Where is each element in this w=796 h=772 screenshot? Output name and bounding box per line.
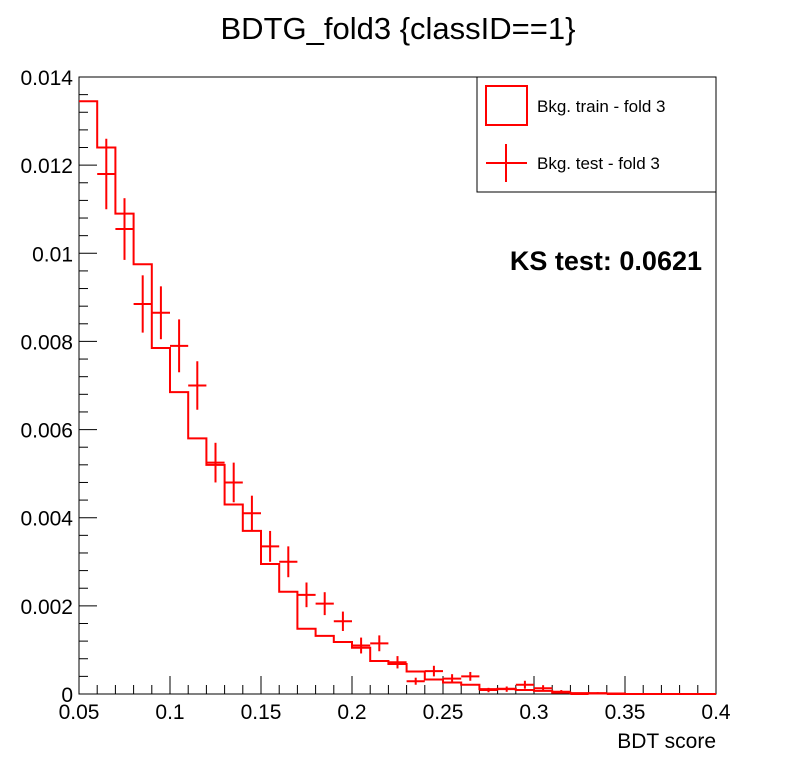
y-tick-label: 0.014 (20, 67, 73, 90)
test-point (133, 275, 152, 333)
chart-title: BDTG_fold3 {classID==1} (221, 11, 576, 46)
test-point (497, 686, 516, 692)
ks-test-annotation: KS test: 0.0621 (510, 246, 702, 276)
legend-box (476, 76, 717, 193)
test-point (352, 637, 371, 654)
y-tick-label: 0.004 (20, 508, 73, 531)
test-point (552, 690, 571, 694)
test-point (443, 674, 462, 683)
test-point (515, 680, 534, 689)
x-tick-label: 0.1 (155, 701, 184, 724)
x-axis-label: BDT score (617, 730, 716, 753)
x-tick-label: 0.25 (423, 701, 464, 724)
test-point (170, 319, 189, 373)
x-tick-label: 0.35 (605, 701, 646, 724)
train-step-line (79, 100, 716, 695)
test-point (534, 685, 553, 692)
test-point (297, 582, 316, 608)
x-tick-label: 0.2 (337, 701, 366, 724)
test-point (151, 286, 170, 340)
x-tick-label: 0.05 (59, 701, 100, 724)
test-point (479, 687, 498, 693)
test-point (242, 495, 261, 531)
test-point (406, 677, 425, 685)
x-tick-label: 0.3 (519, 701, 548, 724)
y-tick-label: 0.01 (32, 243, 73, 266)
test-point (315, 592, 334, 616)
test-point (279, 546, 298, 578)
legend-test-label: Bkg. test - fold 3 (537, 154, 660, 173)
legend-train-label: Bkg. train - fold 3 (537, 97, 666, 116)
y-tick-label: 0.008 (20, 331, 73, 354)
x-tick-label: 0.4 (701, 701, 731, 724)
test-point (261, 530, 280, 562)
x-tick-label: 0.15 (241, 701, 282, 724)
y-tick-label: 0.012 (20, 155, 73, 178)
test-point (224, 462, 243, 503)
test-point (206, 442, 225, 483)
axes: 0.05 0.1 0.15 0.2 0.25 0.3 0.35 0.4 0 0.002 0.004 0… (20, 67, 730, 724)
plot-frame (78, 76, 717, 695)
y-tick-label: 0.002 (20, 596, 73, 619)
test-point (188, 361, 207, 410)
y-tick-label: 0.006 (20, 420, 73, 443)
legend-train-swatch (485, 85, 528, 126)
test-point (461, 671, 480, 681)
legend: Bkg. train - fold 3 Bkg. test - fold 3 (476, 76, 717, 193)
test-point (588, 692, 607, 695)
test-point (388, 656, 407, 669)
test-points (97, 138, 625, 695)
test-point (115, 198, 134, 260)
test-point (370, 635, 389, 652)
train-histogram (79, 100, 716, 695)
y-tick-label: 0 (61, 684, 73, 707)
test-point (424, 665, 443, 677)
test-point (97, 138, 116, 210)
test-point (333, 611, 352, 631)
